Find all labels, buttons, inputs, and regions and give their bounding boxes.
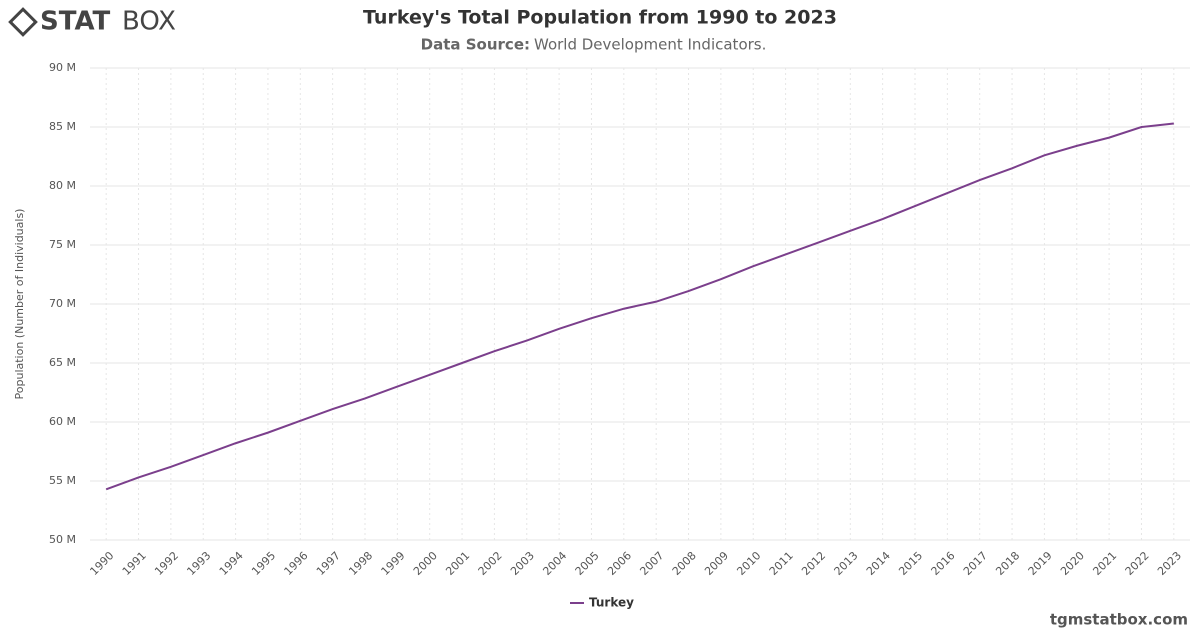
x-tick-label: 2005 [573, 549, 602, 578]
footer: tgmstatbox.com [1050, 611, 1188, 629]
y-tick-label: 50 M [49, 533, 76, 546]
x-tick-label: 1992 [152, 549, 181, 578]
x-tick-label: 2000 [411, 549, 440, 578]
x-tick-label: 1990 [87, 549, 116, 578]
x-tick-label: 1997 [314, 549, 343, 578]
x-tick-label: 1996 [282, 549, 311, 578]
y-tick-label: 75 M [49, 238, 76, 251]
x-tick-label: 1994 [217, 549, 246, 578]
x-tick-label: 2009 [702, 549, 731, 578]
x-tick-label: 2008 [670, 549, 699, 578]
x-tick-label: 1999 [379, 549, 408, 578]
y-axis-title: Population (Number of Individuals) [13, 209, 26, 400]
y-tick-label: 80 M [49, 179, 76, 192]
x-tick-label: 2006 [605, 549, 634, 578]
x-tick-label: 1998 [346, 549, 375, 578]
x-tick-label: 2018 [993, 549, 1022, 578]
x-tick-label: 2012 [799, 549, 828, 578]
subtitle-label: Data Source: [421, 36, 530, 54]
legend-label: Turkey [589, 596, 634, 610]
x-tick-label: 2023 [1155, 549, 1184, 578]
subtitle: World Development Indicators. [534, 36, 766, 54]
x-tick-label: 2022 [1123, 549, 1152, 578]
x-tick-label: 2017 [961, 549, 990, 578]
x-tick-label: 1993 [184, 549, 213, 578]
x-tick-label: 2011 [767, 549, 796, 578]
logo-icon [8, 7, 38, 37]
x-tick-label: 2007 [637, 549, 666, 578]
x-tick-label: 2003 [508, 549, 537, 578]
x-tick-label: 1991 [120, 549, 149, 578]
line [105, 122, 1174, 491]
y-tick-label: 65 M [49, 356, 76, 369]
x-tick-label: 2021 [1090, 549, 1119, 578]
logo-bold: STAT [40, 7, 111, 37]
chart-title: Turkey's Total Population from 1990 to 2… [363, 7, 837, 29]
x-tick-label: 2001 [443, 549, 472, 578]
x-tick-label: 2019 [1026, 549, 1055, 578]
x-tick-label: 2004 [540, 549, 569, 578]
x-tick-label: 2013 [832, 549, 861, 578]
x-tick-label: 2016 [929, 549, 958, 578]
x-tick-label: 2014 [864, 549, 893, 578]
y-tick-label: 90 M [49, 61, 76, 74]
x-tick-label: 2015 [896, 549, 925, 578]
x-tick-label: 2020 [1058, 549, 1087, 578]
y-tick-label: 70 M [49, 297, 76, 310]
y-tick-label: 60 M [49, 415, 76, 428]
y-tick-label: 55 M [49, 474, 76, 487]
y-tick-label: 85 M [49, 120, 76, 133]
x-tick-label: 2002 [476, 549, 505, 578]
x-tick-label: 2010 [734, 549, 763, 578]
x-tick-label: 1995 [249, 549, 278, 578]
logo: STAT BOX [8, 7, 176, 37]
logo-light: BOX [122, 7, 176, 37]
